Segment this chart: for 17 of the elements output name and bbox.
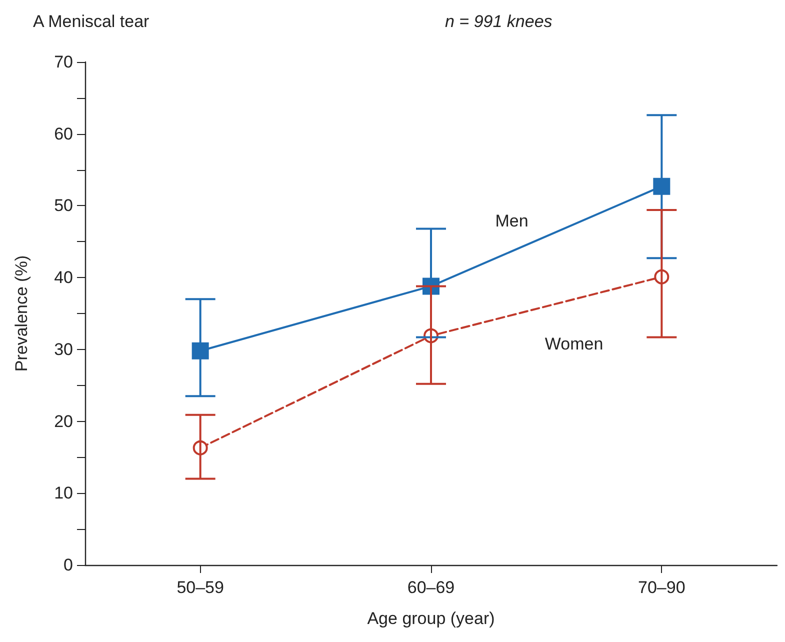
y-tick-label: 0	[64, 556, 73, 574]
chart-title: A Meniscal tear	[33, 12, 150, 31]
y-tick-label: 60	[54, 124, 73, 144]
x-tick-label: 60–69	[407, 578, 455, 597]
series-label: Women	[544, 334, 604, 354]
x-tick-label: 70–90	[638, 578, 686, 597]
y-axis-title: Prevalence (%)	[12, 255, 31, 372]
y-tick-label: 70	[54, 52, 73, 72]
x-tick-label: 50–59	[176, 578, 224, 597]
y-tick-label: 10	[54, 484, 73, 503]
y-tick-label: 30	[54, 340, 73, 359]
y-tick-label: 20	[54, 412, 73, 431]
y-tick-label: 40	[54, 268, 73, 288]
y-tick-label: 50	[54, 196, 73, 216]
chart-subtitle: n = 991 knees	[445, 12, 553, 31]
series-label: Men	[495, 212, 528, 231]
x-axis-title: Age group (year)	[367, 609, 495, 628]
